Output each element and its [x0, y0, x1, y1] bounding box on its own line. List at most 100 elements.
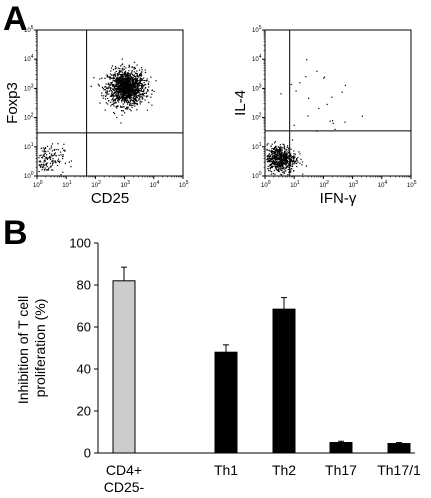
y-tick-label: 104 — [24, 54, 34, 63]
event-dot — [288, 164, 290, 167]
event-dot — [110, 90, 112, 92]
event-dot — [141, 74, 143, 76]
event-dot — [131, 91, 133, 93]
event-dot — [137, 91, 139, 93]
event-dot — [285, 152, 287, 154]
event-dot — [120, 79, 122, 81]
event-dot — [267, 168, 269, 170]
event-dot — [114, 91, 116, 94]
event-dot — [271, 155, 273, 158]
event-dot — [141, 98, 143, 100]
event-dot — [130, 73, 132, 75]
event-dot — [280, 158, 282, 160]
event-dot — [122, 78, 124, 80]
event-dot — [135, 85, 137, 87]
event-dot — [280, 167, 282, 169]
event-dot — [42, 163, 44, 165]
event-dot — [139, 96, 141, 98]
event-dot — [127, 96, 129, 98]
event-dot — [125, 81, 127, 83]
event-dot — [136, 74, 138, 76]
event-dot — [42, 150, 44, 152]
event-dot — [47, 169, 49, 171]
event-dot — [113, 103, 115, 105]
event-dot — [122, 77, 124, 79]
category-label: Th2 — [272, 462, 296, 478]
event-dot — [126, 78, 128, 80]
event-dot — [113, 74, 115, 76]
event-dot — [38, 161, 40, 163]
event-dot — [127, 106, 129, 108]
event-dot — [116, 79, 118, 81]
event-dot — [110, 77, 112, 79]
event-dot — [138, 84, 140, 86]
event-dot — [267, 155, 269, 157]
event-dot — [102, 87, 104, 89]
y-tick-label: 40 — [77, 362, 91, 377]
event-dot — [130, 90, 132, 92]
event-dot — [275, 168, 277, 170]
event-dot — [114, 99, 116, 101]
event-dot — [139, 74, 141, 76]
event-dot — [125, 89, 127, 91]
event-dot — [118, 93, 120, 95]
event-dot — [119, 71, 121, 73]
event-dot — [290, 157, 292, 159]
event-dot — [275, 166, 277, 168]
event-dot — [286, 160, 288, 162]
event-dot — [120, 110, 123, 112]
event-dot — [123, 94, 125, 96]
event-dot — [307, 115, 309, 117]
event-dot — [126, 81, 128, 83]
event-dot — [125, 97, 127, 99]
event-dot — [139, 101, 141, 103]
event-dot — [129, 104, 131, 106]
event-dot — [273, 154, 275, 156]
event-dot — [107, 76, 109, 78]
event-dot — [52, 160, 54, 162]
event-dot — [133, 102, 136, 104]
event-dot — [130, 82, 132, 84]
event-dot — [128, 91, 131, 93]
event-dot — [142, 85, 144, 87]
event-dot — [113, 84, 115, 86]
event-dot — [41, 169, 43, 171]
event-dot — [290, 156, 292, 158]
event-dot — [121, 106, 123, 108]
event-dot — [126, 85, 128, 87]
event-dot — [135, 99, 137, 101]
event-dot — [129, 75, 131, 77]
event-dot — [118, 101, 120, 103]
event-dot — [277, 164, 279, 166]
event-dot — [274, 165, 276, 167]
event-dot — [113, 85, 115, 88]
event-dot — [287, 162, 289, 164]
event-dot — [123, 66, 125, 68]
event-dot — [133, 68, 135, 70]
event-dot — [143, 95, 145, 97]
event-dot — [109, 95, 111, 97]
event-dot — [275, 145, 277, 147]
event-dot — [115, 97, 117, 100]
event-dot — [111, 83, 113, 85]
event-dot — [286, 155, 288, 157]
event-dot — [110, 101, 112, 103]
event-dot — [139, 93, 141, 95]
event-dot — [285, 164, 287, 166]
x-tick-label: 104 — [378, 180, 388, 189]
event-dot — [114, 75, 116, 77]
event-dot — [127, 80, 130, 82]
event-dot — [138, 89, 140, 91]
event-dot — [129, 81, 131, 83]
event-dot — [145, 92, 147, 94]
event-dot — [130, 93, 132, 95]
event-dot — [127, 92, 129, 94]
event-dot — [282, 159, 284, 161]
event-dot — [139, 98, 141, 100]
event-dot — [290, 165, 292, 167]
event-dot — [283, 162, 285, 164]
event-dot — [61, 147, 64, 149]
event-dot — [124, 78, 126, 80]
event-dot — [282, 155, 284, 157]
event-dot — [122, 83, 124, 86]
